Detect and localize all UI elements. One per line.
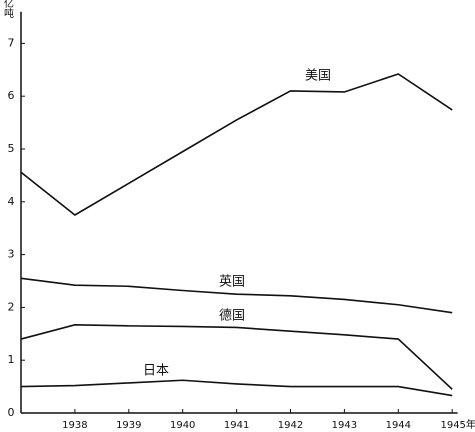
y-tick-label: 7 <box>8 36 15 49</box>
series-label: 德国 <box>219 309 245 324</box>
series-label: 美国 <box>305 69 331 84</box>
x-tick-label: 1939 <box>116 420 141 431</box>
series-line <box>20 379 453 397</box>
x-tick-label: 1938 <box>62 420 87 431</box>
y-axis-label-1: 亿吨 <box>2 0 14 18</box>
series-label: 英国 <box>219 275 245 290</box>
y-tick-label: 2 <box>8 300 15 313</box>
y-tick-label: 4 <box>8 195 15 208</box>
series-line <box>20 277 453 314</box>
x-tick-label: 1940 <box>170 420 195 431</box>
y-tick-label: 5 <box>8 142 15 155</box>
series-line <box>20 324 453 390</box>
y-tick-label: 0 <box>8 406 15 419</box>
x-tick-label: 1942 <box>278 420 303 431</box>
series-line <box>20 73 453 216</box>
x-tick-label: 1941 <box>224 420 249 431</box>
y-tick-label: 6 <box>8 89 15 102</box>
x-tick-label: 1943 <box>332 420 357 431</box>
y-tick-label: 3 <box>8 248 15 261</box>
x-tick-label: 1944 <box>386 420 411 431</box>
y-tick-label: 1 <box>8 353 15 366</box>
series-label: 日本 <box>143 364 169 379</box>
x-tick-label: 1945年 <box>440 418 475 431</box>
